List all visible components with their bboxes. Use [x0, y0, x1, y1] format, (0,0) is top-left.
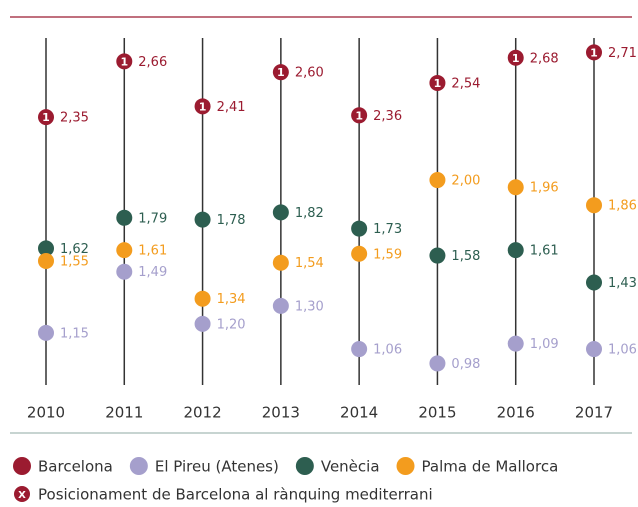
- dot: [272, 254, 289, 271]
- value-label: 0,98: [451, 357, 480, 372]
- x-tick-label: 2015: [418, 404, 456, 422]
- dot: [586, 197, 602, 214]
- value-label: 2,36: [373, 109, 402, 124]
- value-label: 1,62: [60, 242, 89, 257]
- rank-label: 1: [42, 111, 50, 124]
- dot: [38, 109, 54, 126]
- value-label: 1,61: [138, 244, 167, 259]
- value-label: 1,54: [295, 256, 324, 271]
- dot: [272, 297, 289, 314]
- legend-swatch: [295, 457, 314, 475]
- dot: [507, 49, 524, 66]
- legend-label: Venècia: [321, 458, 380, 476]
- value-label: 1,49: [138, 265, 167, 280]
- rank-label: 1: [434, 77, 442, 90]
- rank-label: 1: [120, 55, 128, 68]
- x-tick-label: 2011: [105, 404, 143, 422]
- value-label: 1,59: [373, 247, 402, 262]
- value-label: 1,15: [60, 326, 89, 341]
- value-label: 1,06: [373, 343, 402, 358]
- legend-swatch: [129, 457, 148, 475]
- value-label: 2,60: [295, 66, 324, 81]
- dot: [116, 242, 133, 259]
- dot: [586, 44, 602, 61]
- value-label: 1,58: [451, 249, 480, 264]
- value-label: 2,00: [451, 174, 480, 189]
- legend-label: El Pireu (Atenes): [155, 458, 279, 476]
- dot: [351, 245, 368, 262]
- dot: [194, 98, 211, 115]
- dot: [351, 341, 368, 358]
- x-tick-label: 2012: [183, 404, 221, 422]
- x-tick-label: 2010: [27, 404, 65, 422]
- x-tick-label: 2016: [497, 404, 535, 422]
- value-label: 1,86: [608, 199, 637, 214]
- dot: [38, 252, 54, 269]
- value-label: 1,06: [608, 343, 637, 358]
- value-label: 2,41: [217, 100, 246, 115]
- legend-swatch: [13, 457, 31, 475]
- dot: [429, 247, 446, 264]
- dot: [429, 74, 446, 91]
- rank-label: 1: [512, 52, 520, 65]
- dot: [351, 220, 368, 237]
- value-label: 1,30: [295, 299, 324, 314]
- value-label: 2,54: [451, 76, 480, 91]
- x-tick-label: 2017: [575, 404, 613, 422]
- dot: [116, 209, 133, 226]
- value-label: 1,79: [138, 211, 167, 226]
- value-label: 1,09: [530, 337, 559, 352]
- dot: [38, 324, 54, 341]
- dot: [586, 341, 602, 358]
- rank-label: 1: [199, 100, 207, 113]
- dot: [116, 263, 133, 280]
- legend-swatch: [396, 457, 415, 475]
- dot: [116, 53, 133, 70]
- legend-label: Barcelona: [38, 458, 113, 476]
- dot: [272, 204, 289, 221]
- value-label: 1,78: [217, 213, 246, 228]
- dot: [194, 315, 211, 332]
- dot: [272, 64, 289, 81]
- value-label: 2,71: [608, 46, 637, 61]
- note-icon: [14, 486, 30, 502]
- value-label: 1,34: [217, 292, 246, 307]
- dot: [351, 107, 368, 124]
- legend-label: Palma de Mallorca: [422, 458, 559, 476]
- dot: [194, 290, 211, 307]
- value-label: 2,68: [530, 51, 559, 66]
- value-label: 1,20: [217, 317, 246, 332]
- value-label: 2,35: [60, 111, 89, 126]
- value-label: 1,82: [295, 206, 324, 221]
- rank-label: 1: [355, 109, 363, 122]
- value-label: 1,43: [608, 276, 637, 291]
- dot: [507, 179, 524, 196]
- x-tick-label: 2014: [340, 404, 378, 422]
- value-label: 1,73: [373, 222, 402, 237]
- x-tick-label: 2013: [262, 404, 300, 422]
- dot: [586, 274, 602, 291]
- dot: [429, 172, 446, 189]
- note-text: Posicionament de Barcelona al rànquing m…: [38, 486, 433, 504]
- rank-label: 1: [277, 66, 285, 79]
- dot: [507, 242, 524, 259]
- dot: [507, 335, 524, 352]
- value-label: 1,61: [530, 244, 559, 259]
- dot: [429, 355, 446, 372]
- dot: [194, 211, 211, 228]
- rank-label: 1: [590, 46, 598, 59]
- dot: [38, 240, 54, 257]
- value-label: 1,55: [60, 254, 89, 269]
- note-icon-label: X: [18, 490, 26, 501]
- value-label: 2,66: [138, 55, 167, 70]
- value-label: 1,96: [530, 181, 559, 196]
